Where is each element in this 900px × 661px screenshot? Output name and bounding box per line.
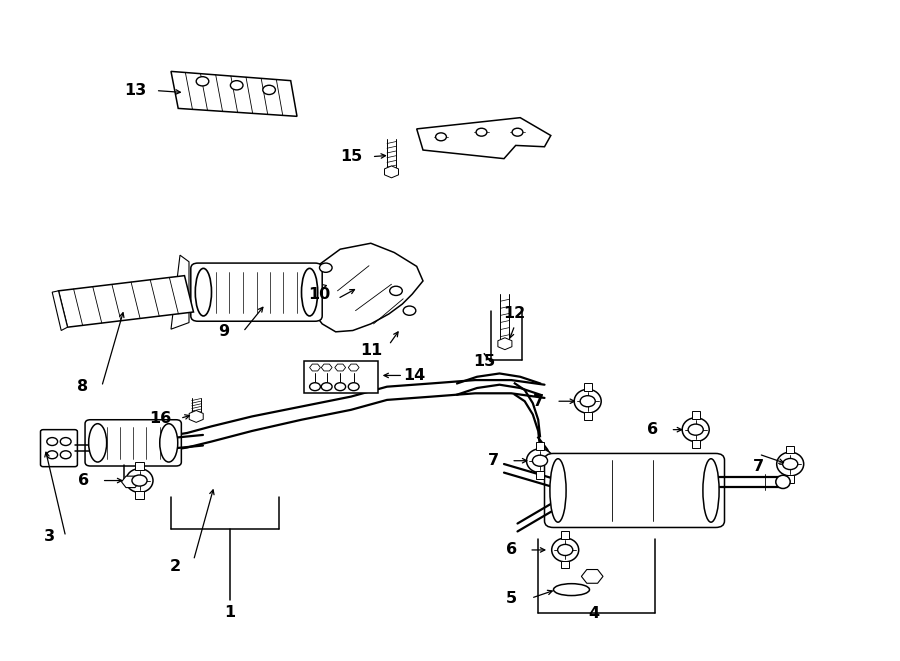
Polygon shape (581, 570, 603, 583)
Circle shape (263, 85, 275, 95)
Circle shape (533, 455, 547, 466)
Bar (536, 471, 544, 479)
Text: 6: 6 (647, 422, 658, 437)
Circle shape (320, 263, 332, 272)
Circle shape (132, 475, 147, 486)
Polygon shape (171, 255, 189, 329)
Circle shape (47, 438, 58, 446)
Bar (135, 462, 143, 470)
Ellipse shape (554, 584, 590, 596)
Polygon shape (348, 364, 359, 371)
Text: 5: 5 (506, 591, 517, 605)
Circle shape (310, 383, 320, 391)
Circle shape (60, 438, 71, 446)
Text: 11: 11 (361, 343, 382, 358)
Text: 9: 9 (218, 325, 229, 339)
Circle shape (512, 128, 523, 136)
Text: 14: 14 (403, 368, 425, 383)
Bar (584, 412, 592, 420)
Text: 6: 6 (78, 473, 89, 488)
Circle shape (335, 383, 346, 391)
Ellipse shape (550, 459, 566, 522)
Text: 7: 7 (753, 459, 764, 473)
Ellipse shape (526, 449, 554, 473)
Bar (692, 411, 700, 419)
Ellipse shape (777, 452, 804, 476)
Text: 7: 7 (533, 394, 544, 408)
Ellipse shape (682, 418, 709, 442)
Text: 4: 4 (589, 606, 599, 621)
Bar (787, 446, 795, 453)
Text: 1: 1 (224, 605, 235, 620)
Bar (584, 383, 592, 391)
Polygon shape (417, 118, 551, 159)
Text: 6: 6 (506, 543, 517, 557)
Bar (562, 531, 570, 539)
Ellipse shape (552, 538, 579, 562)
Circle shape (230, 81, 243, 90)
Ellipse shape (160, 424, 178, 462)
Circle shape (348, 383, 359, 391)
Text: 16: 16 (149, 411, 171, 426)
Text: 15: 15 (340, 149, 362, 164)
Polygon shape (58, 276, 194, 327)
Polygon shape (306, 243, 423, 332)
Polygon shape (292, 281, 327, 304)
FancyBboxPatch shape (544, 453, 724, 527)
Text: 8: 8 (77, 379, 88, 394)
Text: 2: 2 (170, 559, 181, 574)
Text: 13: 13 (124, 83, 146, 98)
Circle shape (476, 128, 487, 136)
Polygon shape (171, 71, 297, 116)
Polygon shape (52, 291, 68, 330)
Circle shape (60, 451, 71, 459)
FancyBboxPatch shape (85, 420, 181, 466)
FancyBboxPatch shape (191, 263, 322, 321)
Circle shape (558, 545, 572, 555)
Bar (787, 475, 795, 483)
Bar (135, 491, 143, 499)
Ellipse shape (126, 469, 153, 492)
Bar (536, 442, 544, 450)
Polygon shape (498, 338, 512, 350)
Ellipse shape (302, 268, 318, 316)
Circle shape (321, 383, 332, 391)
Ellipse shape (195, 268, 212, 316)
Circle shape (196, 77, 209, 86)
Circle shape (783, 459, 797, 469)
Polygon shape (310, 364, 320, 371)
Circle shape (688, 424, 703, 435)
Circle shape (403, 306, 416, 315)
Ellipse shape (703, 459, 719, 522)
Text: 7: 7 (488, 453, 499, 468)
Text: 10: 10 (309, 287, 330, 301)
Circle shape (390, 286, 402, 295)
Text: 3: 3 (44, 529, 55, 544)
Circle shape (580, 396, 595, 407)
Polygon shape (335, 364, 346, 371)
Circle shape (436, 133, 446, 141)
Circle shape (47, 451, 58, 459)
Polygon shape (122, 476, 140, 488)
Bar (304, 361, 378, 393)
Bar (692, 440, 700, 448)
Bar (562, 561, 570, 568)
Ellipse shape (776, 475, 790, 488)
FancyBboxPatch shape (40, 430, 77, 467)
Text: 12: 12 (504, 307, 526, 321)
Ellipse shape (88, 424, 106, 462)
Polygon shape (321, 364, 332, 371)
Ellipse shape (574, 389, 601, 413)
Polygon shape (189, 410, 203, 422)
Text: 15: 15 (473, 354, 495, 369)
Polygon shape (384, 166, 399, 178)
